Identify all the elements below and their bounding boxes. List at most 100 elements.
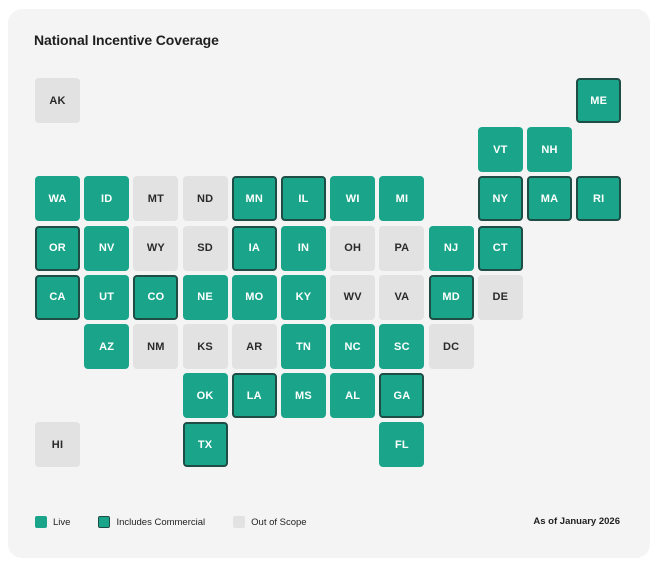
state-label: WY	[146, 242, 165, 255]
legend-swatch-live	[35, 516, 47, 528]
state-label: IL	[298, 192, 309, 205]
state-tile-wi[interactable]: WI	[330, 176, 376, 222]
state-label: TN	[295, 340, 312, 353]
state-tile-tx[interactable]: TX	[182, 422, 228, 468]
state-tile-az[interactable]: AZ	[84, 324, 130, 369]
state-tile-nh[interactable]: NH	[527, 127, 572, 173]
state-tile-ca[interactable]: CA	[35, 274, 80, 320]
state-tile-wa[interactable]: WA	[35, 176, 80, 222]
state-label: MN	[245, 192, 264, 205]
state-tile-al[interactable]: AL	[330, 373, 376, 419]
state-tile-ny[interactable]: NY	[477, 176, 523, 222]
state-tile-de[interactable]: DE	[477, 274, 523, 320]
state-tile-ne[interactable]: NE	[182, 274, 228, 320]
state-label: MI	[395, 192, 409, 205]
state-tile-pa[interactable]: PA	[379, 225, 425, 271]
state-tile-fl[interactable]: FL	[379, 422, 425, 468]
state-label: NY	[492, 192, 509, 205]
state-tile-vt[interactable]: VT	[477, 127, 523, 173]
state-tile-ms[interactable]: MS	[281, 373, 326, 419]
state-tile-ak[interactable]: AK	[35, 78, 80, 123]
map-legend: Live Includes Commercial Out of Scope	[35, 516, 335, 528]
state-tile-ia[interactable]: IA	[231, 225, 277, 271]
state-label: FL	[394, 438, 409, 451]
state-label: OH	[344, 242, 362, 255]
state-tile-mn[interactable]: MN	[231, 176, 277, 222]
state-label: AK	[49, 94, 66, 107]
state-label: MO	[245, 291, 264, 304]
state-label: DC	[442, 340, 460, 353]
state-tile-id[interactable]: ID	[84, 176, 130, 222]
state-label: CT	[492, 242, 508, 255]
state-label: NM	[147, 340, 165, 353]
state-label: VA	[394, 291, 410, 304]
state-label: DE	[492, 291, 509, 304]
state-tile-hi[interactable]: HI	[35, 422, 80, 468]
map-title: National Incentive Coverage	[34, 32, 219, 48]
state-tile-wv[interactable]: WV	[330, 274, 376, 320]
state-label: OK	[196, 389, 214, 402]
state-tile-ma[interactable]: MA	[527, 176, 572, 222]
state-tile-va[interactable]: VA	[379, 274, 425, 320]
legend-swatch-commercial	[98, 516, 111, 528]
state-tile-mt[interactable]: MT	[133, 176, 179, 222]
state-tile-me[interactable]: ME	[576, 78, 622, 123]
legend-label-live: Live	[53, 516, 71, 528]
state-tile-nc[interactable]: NC	[330, 324, 376, 369]
state-tile-ut[interactable]: UT	[84, 274, 130, 320]
state-label: CO	[147, 291, 165, 304]
state-label: TX	[197, 438, 213, 451]
state-tile-ks[interactable]: KS	[182, 324, 228, 369]
state-tile-tn[interactable]: TN	[281, 324, 326, 369]
state-label: IA	[248, 242, 260, 255]
legend-label-out-of-scope: Out of Scope	[251, 516, 307, 528]
state-tile-wy[interactable]: WY	[133, 225, 179, 271]
state-tile-la[interactable]: LA	[231, 373, 277, 419]
state-label: NE	[197, 291, 213, 304]
state-label: LA	[246, 389, 262, 402]
state-label: ME	[590, 94, 608, 107]
state-label: HI	[51, 438, 64, 451]
state-label: NH	[541, 143, 558, 156]
state-label: ND	[196, 192, 214, 205]
legend-item-live: Live	[35, 516, 70, 528]
state-label: MT	[147, 192, 165, 205]
state-tile-ok[interactable]: OK	[182, 373, 228, 419]
state-tile-dc[interactable]: DC	[428, 324, 474, 369]
legend-swatch-out-of-scope	[233, 516, 246, 528]
state-label: WV	[343, 291, 362, 304]
state-tile-ga[interactable]: GA	[379, 373, 425, 419]
state-tile-oh[interactable]: OH	[330, 225, 376, 271]
state-tile-mo[interactable]: MO	[231, 274, 277, 320]
state-tile-nm[interactable]: NM	[133, 324, 179, 369]
state-tile-md[interactable]: MD	[428, 274, 474, 320]
state-tile-mi[interactable]: MI	[379, 176, 425, 222]
state-label: UT	[99, 291, 115, 304]
state-label: MD	[442, 291, 460, 304]
state-tile-co[interactable]: CO	[133, 274, 179, 320]
state-label: NC	[344, 340, 361, 353]
state-label: KY	[295, 291, 312, 304]
state-label: PA	[394, 242, 410, 255]
state-tile-il[interactable]: IL	[281, 176, 326, 222]
state-label: MS	[295, 389, 312, 402]
state-tile-ar[interactable]: AR	[231, 324, 277, 369]
state-tile-or[interactable]: OR	[35, 225, 80, 271]
state-label: GA	[393, 389, 411, 402]
state-tile-sd[interactable]: SD	[182, 225, 228, 271]
state-tile-nd[interactable]: ND	[182, 176, 228, 222]
state-tile-in[interactable]: IN	[281, 225, 326, 271]
legend-label-commercial: Includes Commercial	[116, 516, 206, 528]
state-tile-ct[interactable]: CT	[477, 225, 523, 271]
state-label: VT	[493, 143, 508, 156]
state-tile-ky[interactable]: KY	[281, 274, 326, 320]
state-tile-nj[interactable]: NJ	[428, 225, 474, 271]
state-tile-ri[interactable]: RI	[576, 176, 622, 222]
as-of-date: As of January 2026	[533, 516, 620, 527]
legend-item-out-of-scope: Out of Scope	[233, 516, 307, 528]
state-label: WI	[345, 192, 360, 205]
state-label: KS	[197, 340, 213, 353]
state-tile-sc[interactable]: SC	[379, 324, 425, 369]
state-label: AZ	[99, 340, 115, 353]
state-tile-nv[interactable]: NV	[84, 225, 130, 271]
